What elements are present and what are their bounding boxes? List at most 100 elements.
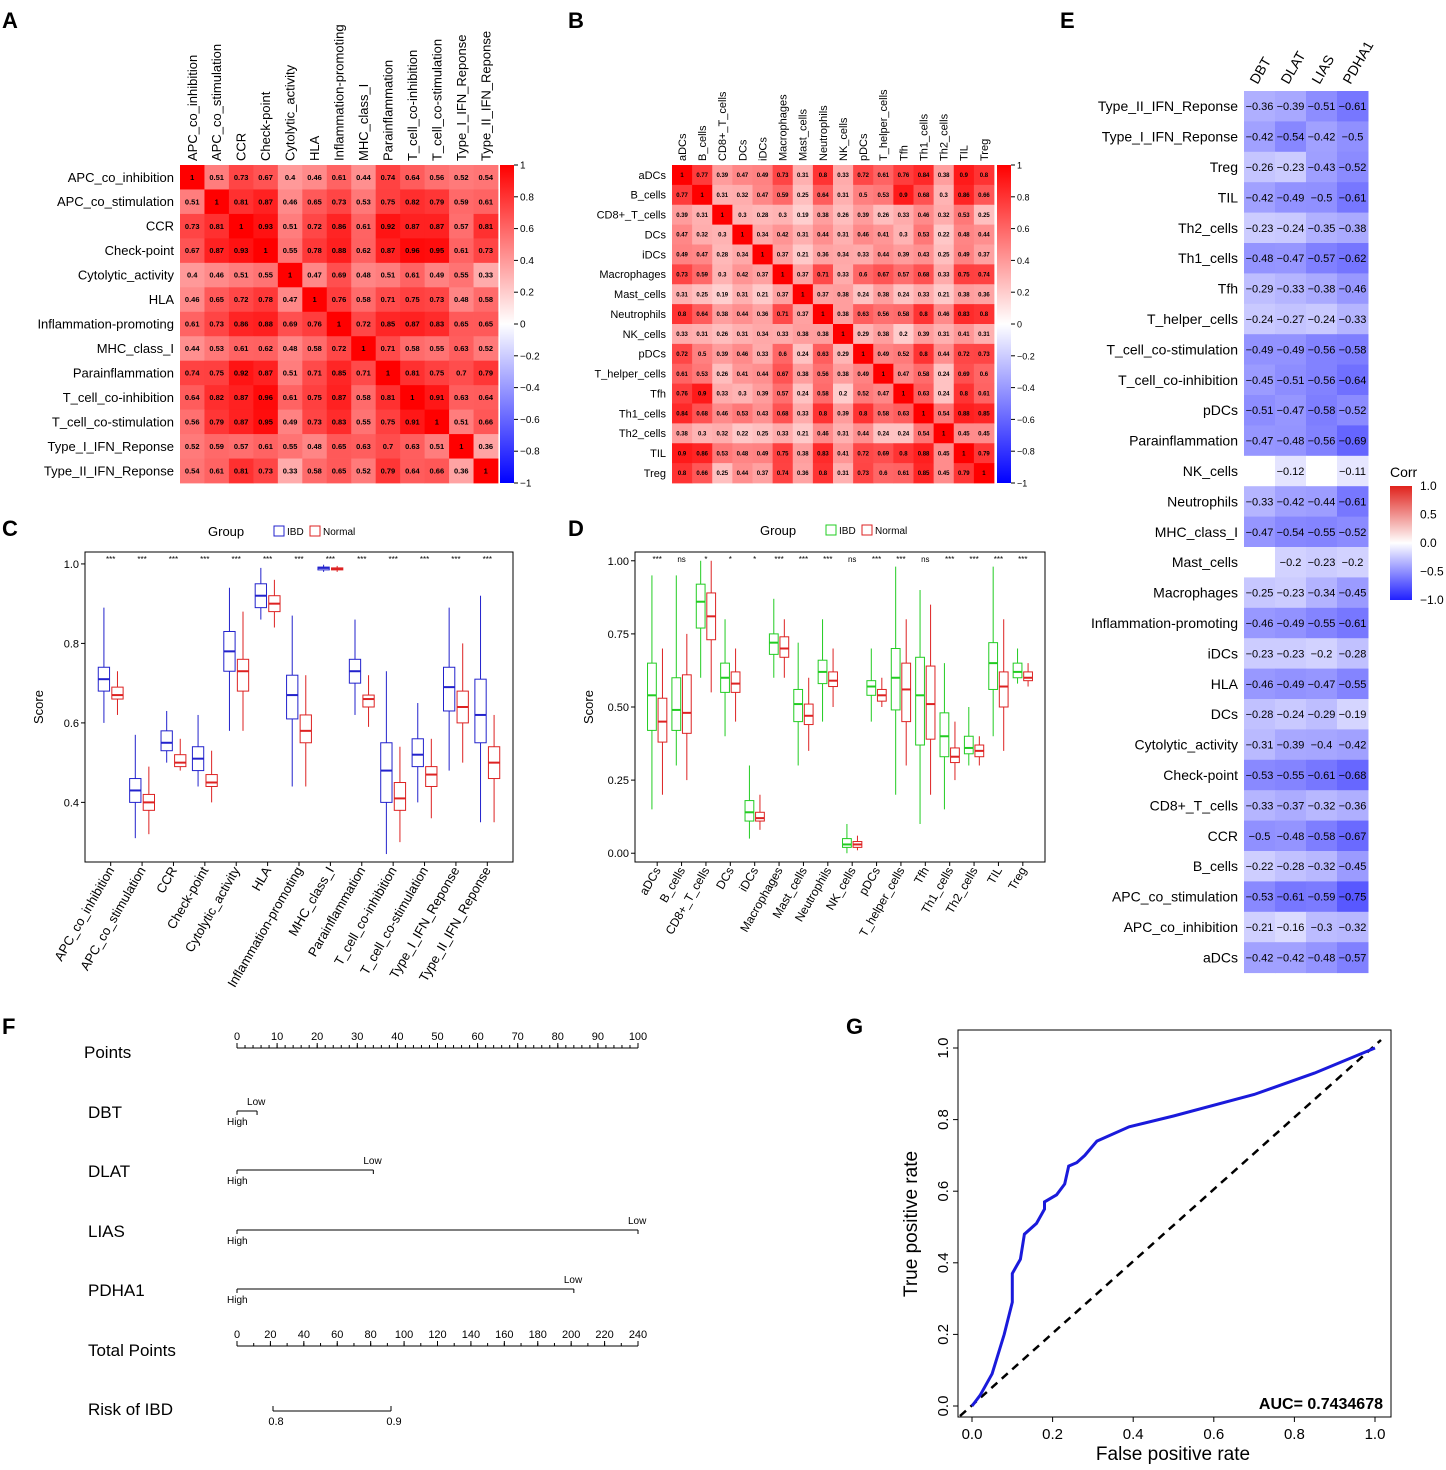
- cell-value: 0.49: [857, 372, 869, 378]
- axis-tick-label: 0.8: [268, 1416, 283, 1428]
- heat-cell: [1306, 243, 1338, 274]
- heat-cell: [1244, 425, 1276, 457]
- heat-cell: [1275, 911, 1307, 943]
- cell-value: 0.33: [777, 332, 789, 338]
- heat-cell: [973, 184, 995, 206]
- heat-cell: [1337, 395, 1369, 426]
- heat-cell: [792, 463, 814, 484]
- cell-value: −0.47: [1277, 253, 1305, 265]
- x-tick-label: 0.0: [962, 1426, 983, 1443]
- heat-cell: [277, 213, 303, 239]
- heat-cell: [1306, 425, 1338, 457]
- heat-cell: [1337, 547, 1369, 578]
- cell-value: 0.57: [777, 392, 789, 398]
- heat-cell: [752, 204, 774, 226]
- heat-cell: [933, 264, 955, 285]
- cell-value: 0.53: [356, 197, 371, 206]
- cell-value: 0.44: [356, 173, 371, 182]
- cell-value: 0.3: [899, 233, 908, 239]
- cell-value: 0.55: [430, 344, 445, 353]
- cell-value: −0.26: [1246, 162, 1274, 174]
- heat-cell: [228, 336, 254, 362]
- column-label: LIAS: [1308, 52, 1337, 86]
- heat-cell: [1306, 699, 1338, 730]
- cell-value: −0.68: [1339, 770, 1367, 782]
- heat-cell: [1337, 151, 1369, 183]
- normal-box: [755, 811, 765, 822]
- cell-value: −0.42: [1308, 132, 1336, 144]
- heat-cell: [1337, 607, 1369, 639]
- row-label: pDCs: [638, 349, 666, 361]
- cell-value: 0.39: [857, 213, 869, 219]
- heat-cell: [953, 165, 975, 186]
- cell-value: 0.31: [737, 332, 749, 338]
- heat-cell: [893, 343, 914, 365]
- heat-cell: [473, 385, 499, 411]
- axis-tick-label: 70: [512, 1031, 524, 1043]
- cell-value: 0.49: [676, 253, 688, 259]
- heat-cell: [326, 434, 352, 459]
- heat-cell: [933, 443, 955, 464]
- cell-value: −0.32: [1308, 861, 1336, 873]
- cell-value: −0.21: [1246, 922, 1274, 934]
- column-label: APC_co_inhibition: [185, 55, 200, 161]
- cell-value: 0.39: [837, 412, 849, 418]
- heat-cell: [449, 213, 474, 239]
- row-label: CD8+_T_cells: [1150, 797, 1238, 813]
- heat-cell: [302, 165, 328, 190]
- heat-cell: [752, 224, 774, 245]
- cell-value: 0.71: [777, 312, 789, 318]
- cell-value: 0.24: [797, 352, 809, 358]
- heat-cell: [833, 264, 854, 285]
- cell-value: −0.39: [1277, 740, 1305, 752]
- heat-cell: [772, 343, 794, 365]
- cell-value: 0.85: [332, 369, 347, 378]
- cell-value: 0.67: [877, 272, 889, 278]
- axis-tick-label: 80: [552, 1031, 564, 1043]
- heat-cell: [253, 409, 279, 435]
- heat-cell: [1244, 790, 1276, 822]
- cell-value: 0.37: [757, 471, 769, 477]
- heat-cell: [893, 284, 914, 305]
- row-label: T_cell_co-inhibition: [1118, 372, 1238, 388]
- heat-cell: [873, 324, 894, 345]
- normal-box: [174, 754, 187, 768]
- heat-cell: [1244, 729, 1276, 761]
- cell-value: 0.74: [777, 471, 789, 477]
- cell-value: 0.25: [757, 431, 769, 437]
- cell-value: 0.63: [454, 344, 469, 353]
- boxplot-c: 0.40.60.81.0Score***APC_co_inhibition***…: [31, 524, 514, 990]
- level-high: High: [227, 1176, 248, 1187]
- cell-value: 0.38: [676, 431, 688, 437]
- row-label: Treg: [1210, 159, 1238, 175]
- roc-curve: [970, 1046, 1376, 1407]
- cell-value: 0.88: [258, 320, 273, 329]
- cell-value: −0.42: [1339, 740, 1367, 752]
- heat-cell: [228, 385, 254, 411]
- cell-value: 0.8: [678, 471, 687, 477]
- heat-cell: [692, 244, 713, 265]
- cell-value: 0.33: [797, 412, 809, 418]
- row-label: aDCs: [638, 170, 666, 182]
- row-label: Total Points: [88, 1341, 176, 1360]
- cell-value: −0.47: [1246, 436, 1274, 448]
- cell-value: −0.24: [1246, 314, 1274, 326]
- significance-label: ***: [1018, 555, 1027, 564]
- axis-tick-label: 240: [629, 1329, 647, 1341]
- cell-value: −0.33: [1246, 800, 1274, 812]
- cell-value: 0.6: [879, 471, 888, 477]
- heat-cell: [812, 165, 834, 186]
- cell-value: 0.25: [716, 471, 728, 477]
- cell-value: 0.5: [698, 352, 707, 358]
- axis-tick-label: 60: [471, 1031, 483, 1043]
- heat-cell: [953, 403, 975, 424]
- y-tick-label: 0.8: [935, 1109, 952, 1130]
- cell-value: 0.86: [234, 320, 249, 329]
- cell-value: 0.96: [258, 393, 273, 402]
- heat-cell: [853, 343, 874, 365]
- heat-cell: [933, 304, 955, 325]
- heat-cell: [953, 184, 975, 206]
- cell-value: 0.69: [958, 372, 970, 378]
- significance-label: ***: [232, 555, 241, 564]
- y-tick-label: 0.8: [64, 638, 79, 650]
